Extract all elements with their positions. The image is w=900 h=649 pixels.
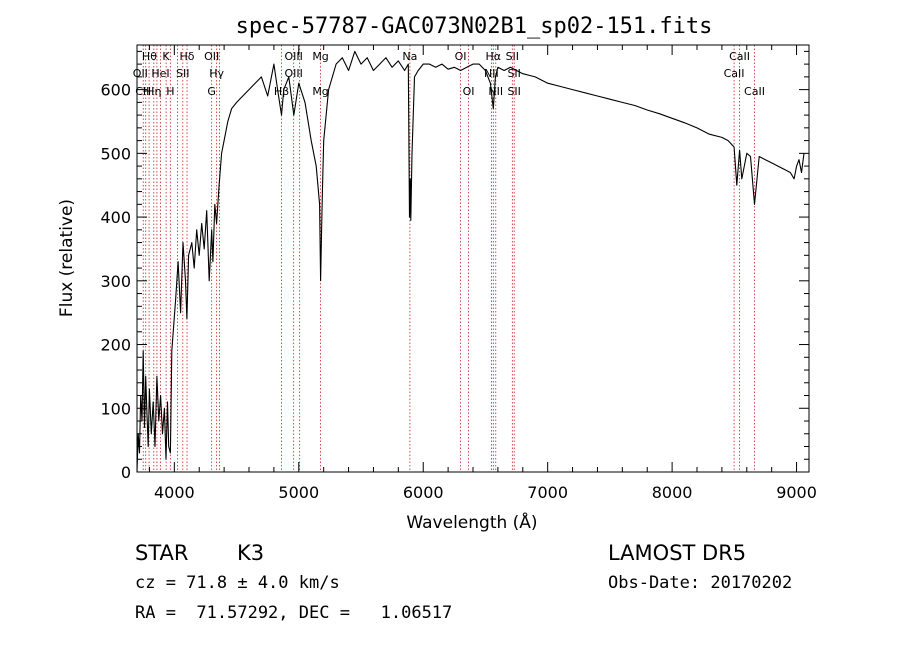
spectral-line-label: Mg — [312, 85, 328, 98]
coordinates: RA = 71.57292, DEC = 1.06517 — [135, 603, 453, 623]
spectral-line-label: OIII — [284, 67, 302, 80]
spectral-subclass: K3 — [237, 541, 265, 565]
spectral-line-label: CaII — [744, 85, 765, 98]
spectral-line-label: HeI — [151, 67, 169, 80]
spectral-line-label: OII — [204, 50, 219, 63]
spectrum-line — [136, 50, 805, 473]
spectral-line-label: SII — [507, 85, 520, 98]
x-tick-label: 4000 — [154, 483, 195, 502]
plot-frame — [136, 44, 810, 473]
spectral-line-label: OIII — [284, 50, 302, 63]
x-tick-label: 6000 — [403, 483, 444, 502]
survey-name: LAMOST DR5 — [608, 541, 747, 565]
y-tick-label: 400 — [100, 208, 131, 227]
y-tick-label: 500 — [100, 144, 131, 163]
spectral-line-label: SII — [176, 67, 189, 80]
spectral-line-label: K — [162, 50, 170, 63]
spectral-line-label: CaII — [729, 50, 750, 63]
spectral-line-label: SII — [506, 50, 519, 63]
observation-date: Obs-Date: 20170202 — [608, 573, 793, 593]
y-tick-label: 300 — [100, 272, 131, 291]
x-tick-label: 5000 — [278, 483, 319, 502]
spectral-line-label: Hθ — [142, 50, 157, 63]
object-type: STAR — [135, 541, 189, 565]
spectral-line-label: Hβ — [274, 85, 289, 98]
y-tick-label: 200 — [100, 336, 131, 355]
spectral-line-label: Hγ — [209, 67, 224, 80]
spectral-line-label: CH — [135, 85, 151, 98]
spectral-line-label: CaII — [724, 67, 745, 80]
emission-line-markers — [142, 45, 755, 472]
spectral-line-label: Hδ — [180, 50, 195, 63]
y-axis-label: Flux (relative) — [57, 199, 77, 317]
y-tick-label: 0 — [121, 463, 131, 482]
x-tick-label: 7000 — [527, 483, 568, 502]
plot-axes: 4000 5000 6000 7000 8000 9000 0 100 200 300 400 500… — [100, 44, 817, 502]
x-axis-label: Wavelength (Å) — [406, 511, 537, 533]
chart-title: spec-57787-GAC073N02B1_sp02-151.fits — [236, 14, 713, 39]
y-tick-label: 600 — [100, 81, 131, 100]
spectral-line-label: OI — [455, 50, 467, 63]
spectral-line-label: Na — [402, 50, 417, 63]
spectral-line-label: H — [166, 85, 174, 98]
spectral-line-label: Hα — [486, 50, 502, 63]
spectral-line-label: OI — [463, 85, 475, 98]
spectral-line-label: OII — [133, 67, 148, 80]
x-tick-label: 8000 — [652, 483, 693, 502]
y-tick-label: 100 — [100, 399, 131, 418]
spectral-line-label: Hη — [146, 85, 161, 98]
x-tick-label: 9000 — [776, 483, 817, 502]
spectrum-series — [136, 50, 805, 473]
spectral-line-label: Mg — [312, 50, 328, 63]
redshift-velocity: cz = 71.8 ± 4.0 km/s — [135, 573, 340, 593]
spectral-line-label: SII — [507, 67, 520, 80]
spectral-line-label: G — [207, 85, 216, 98]
